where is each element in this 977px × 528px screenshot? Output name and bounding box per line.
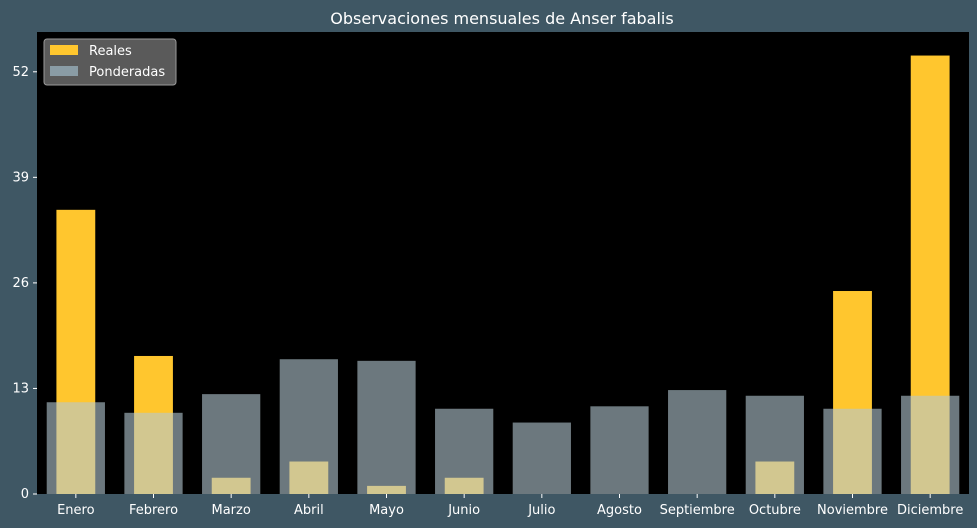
- bar-ponderadas-julio: [512, 422, 571, 494]
- x-tick-label: Octubre: [749, 503, 801, 518]
- x-tick-label: Febrero: [129, 503, 178, 518]
- bar-ponderadas-octubre: [745, 395, 804, 494]
- bar-ponderadas-abril: [279, 359, 338, 494]
- y-tick-label: 39: [12, 170, 29, 185]
- bar-ponderadas-febrero: [124, 412, 183, 494]
- legend: Reales Ponderadas: [43, 38, 177, 86]
- bar-ponderadas-noviembre: [823, 408, 882, 494]
- bar-ponderadas-junio: [435, 408, 494, 494]
- bar-ponderadas-agosto: [590, 406, 649, 494]
- bar-ponderadas-enero: [46, 402, 105, 494]
- x-tick-label: Mayo: [369, 503, 404, 518]
- plot-area: [37, 32, 969, 494]
- x-tick-label: Abril: [294, 503, 324, 518]
- x-tick-label: Noviembre: [817, 503, 888, 518]
- y-tick-label: 52: [12, 65, 29, 80]
- x-tick-label: Junio: [447, 503, 480, 518]
- bar-ponderadas-diciembre: [901, 395, 960, 494]
- y-tick-label: 0: [21, 487, 29, 502]
- bar-ponderadas-marzo: [202, 394, 261, 494]
- x-tick-label: Marzo: [212, 503, 251, 518]
- y-tick-label: 26: [12, 276, 29, 291]
- x-tick-label: Julio: [527, 503, 555, 518]
- bar-ponderadas-septiembre: [668, 390, 727, 494]
- x-tick-label: Septiembre: [660, 503, 735, 518]
- bars-group: [46, 55, 960, 495]
- legend-swatch-ponderadas: [50, 66, 78, 76]
- axes-group: 0 13 26 39 52 Enero Febrero Marzo Abril Mayo Junio…: [12, 65, 963, 518]
- x-tick-label: Agosto: [597, 503, 642, 518]
- legend-swatch-reales: [50, 45, 78, 55]
- x-tick-label: Enero: [57, 503, 95, 518]
- y-tick-label: 13: [12, 381, 29, 396]
- legend-label-ponderadas: Ponderadas: [89, 65, 165, 80]
- chart-title: Observaciones mensuales de Anser fabalis: [330, 9, 673, 28]
- bar-ponderadas-mayo: [357, 360, 416, 494]
- x-tick-label: Diciembre: [897, 503, 963, 518]
- legend-label-reales: Reales: [89, 44, 132, 59]
